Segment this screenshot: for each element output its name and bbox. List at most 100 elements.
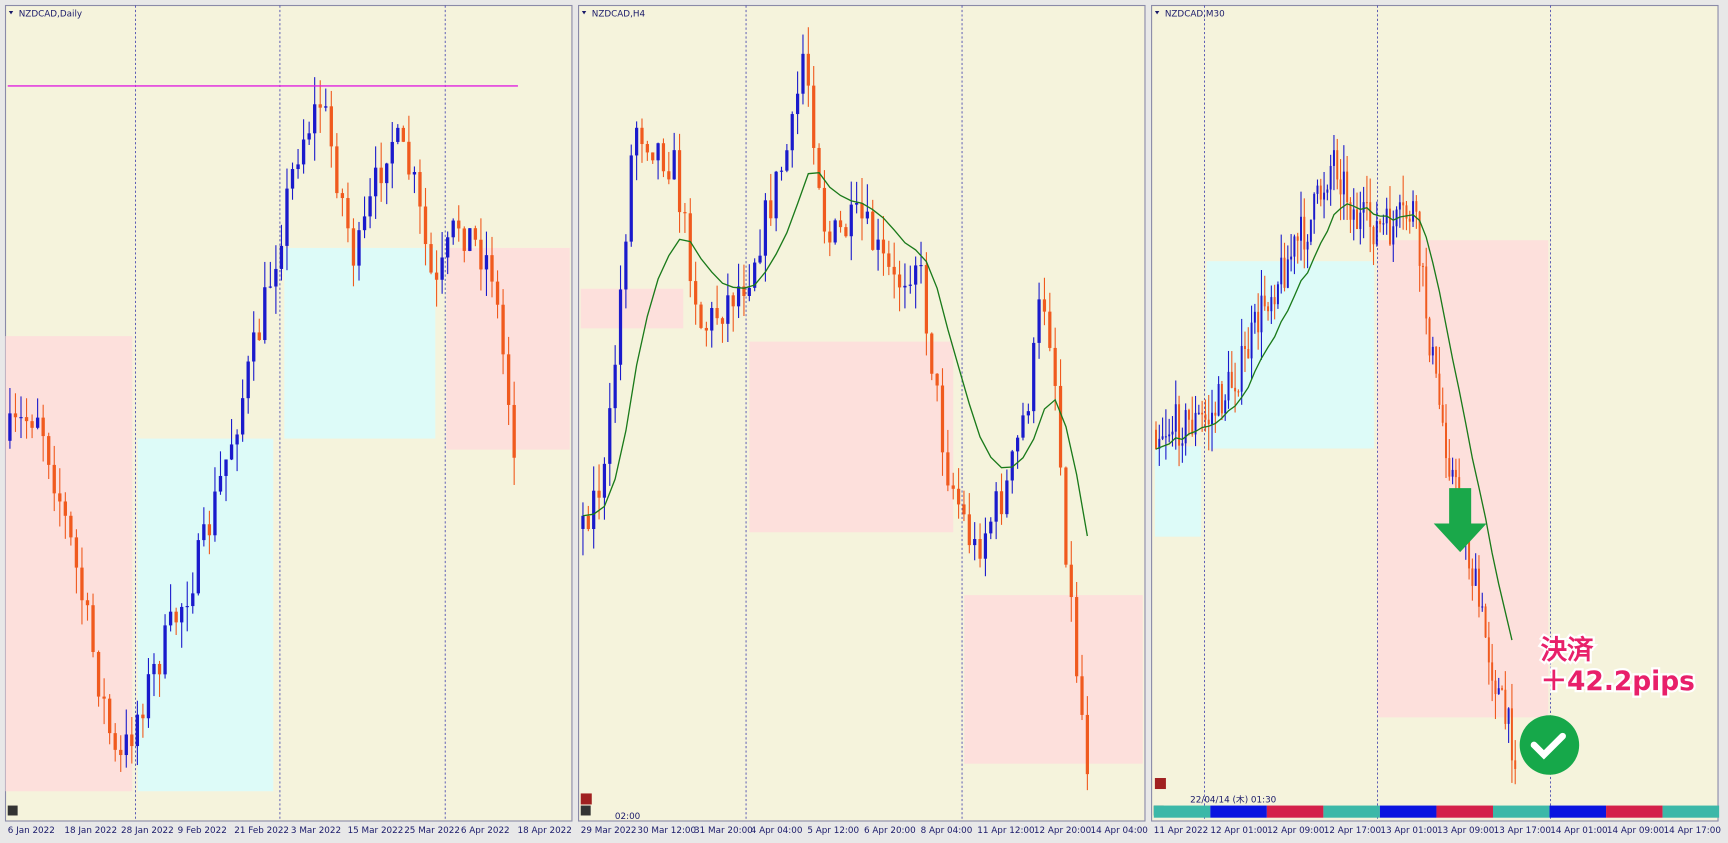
candle-body [335, 146, 339, 194]
candle-body [1448, 458, 1451, 477]
candle-body [978, 539, 982, 559]
session-bar [1379, 805, 1437, 818]
candle-body [268, 286, 273, 288]
candle-body [41, 417, 45, 437]
candle-body [47, 436, 51, 465]
candle-body [672, 150, 676, 180]
candle-body [296, 164, 300, 170]
candle-body [213, 491, 217, 536]
candle-body [412, 172, 417, 175]
candle-body [1161, 436, 1164, 439]
candle-body [1184, 410, 1187, 444]
candle-body [1392, 226, 1395, 245]
x-axis-label: 14 Apr 01:00 [1550, 826, 1608, 836]
candle-body [490, 255, 494, 282]
x-axis-label: 13 Apr 01:00 [1380, 826, 1438, 836]
candle-body [795, 93, 800, 115]
candle-body [871, 211, 875, 250]
x-axis-label: 12 Apr 17:00 [1324, 826, 1382, 836]
candle-body [1021, 415, 1025, 438]
candle-body [185, 606, 189, 608]
candle-body [1053, 347, 1057, 386]
candle-body [1058, 385, 1063, 468]
chart-icon [580, 805, 591, 816]
candle-body [1230, 371, 1233, 388]
x-axis-label: 12 Apr 01:00 [1210, 826, 1268, 836]
candle-body [1507, 708, 1510, 724]
candle-body [908, 284, 912, 286]
candle-body [301, 139, 306, 165]
candle-body [914, 265, 918, 285]
annotation-result: ＋42.2pips [1541, 666, 1695, 697]
entry-arrow [1433, 488, 1487, 553]
candle-body [715, 308, 719, 319]
candle-body [924, 265, 929, 334]
candle-body [635, 127, 639, 156]
x-axis-label: 12 Apr 09:00 [1267, 826, 1325, 836]
candle-body [1250, 322, 1253, 359]
session-bar [1153, 805, 1211, 818]
candle-body [290, 169, 295, 189]
candle-body [340, 193, 345, 199]
candle-body [930, 333, 934, 374]
candle-body [146, 674, 151, 719]
candle-body [710, 308, 714, 331]
candle-body [1349, 202, 1352, 220]
candle-body [1069, 564, 1073, 598]
candle-body [1316, 185, 1319, 194]
candle-body [279, 245, 284, 269]
panel-title: NZDCAD,M30 [1165, 10, 1225, 20]
session-bar [1492, 805, 1550, 818]
session-bar [1210, 805, 1267, 818]
title-arrow [8, 11, 14, 15]
candle-body [785, 150, 789, 171]
candle-body [196, 540, 200, 594]
candle-body [694, 281, 698, 305]
candle-body [753, 262, 757, 288]
candle-body [1425, 266, 1428, 319]
candle-body [107, 698, 112, 734]
candle-body [1243, 345, 1246, 350]
zone [284, 247, 436, 439]
candle-body [1477, 568, 1480, 607]
title-arrow [1154, 11, 1160, 15]
candle-body [699, 304, 703, 328]
candle-body [1362, 202, 1365, 213]
x-axis-label: 8 Apr 04:00 [921, 826, 973, 836]
candle-body [1207, 419, 1210, 425]
moving-average [582, 171, 1088, 537]
candle-body [833, 220, 837, 243]
annotation-title: 決済 [1541, 635, 1594, 666]
candle-body [1441, 404, 1444, 423]
candle-body [1005, 480, 1009, 515]
candle-body [390, 141, 394, 164]
candle-body [446, 237, 450, 258]
candle-body [58, 493, 62, 502]
x-axis-label: 4 Apr 04:00 [751, 826, 803, 836]
x-axis-label: 14 Apr 17:00 [1664, 826, 1722, 836]
candle-body [946, 452, 950, 486]
time-label: 02:00 [615, 812, 641, 822]
candle-body [1303, 216, 1306, 250]
candle-body [396, 127, 400, 142]
candle-body [1085, 714, 1089, 775]
candle-body [512, 404, 516, 458]
candle-body [235, 434, 239, 445]
candle-body [1276, 284, 1279, 305]
title-arrow [581, 11, 587, 15]
candle-body [24, 417, 29, 422]
moving-average [1155, 203, 1513, 641]
candle-body [1204, 414, 1207, 420]
candle-body [274, 268, 278, 287]
check-mark [1530, 732, 1566, 760]
candle-body [63, 501, 67, 516]
candle-body [19, 417, 23, 419]
candle-body [1398, 202, 1401, 210]
candle-body [983, 533, 988, 559]
candle-body [779, 170, 784, 172]
candle-body [1514, 760, 1517, 769]
candle-body [667, 171, 671, 180]
candle-body [1253, 311, 1256, 323]
